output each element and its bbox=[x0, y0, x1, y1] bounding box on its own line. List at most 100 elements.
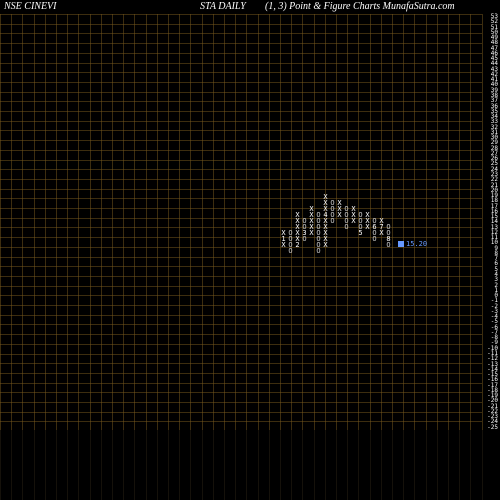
grid-line-v bbox=[146, 14, 147, 430]
grid-line-v bbox=[34, 14, 35, 430]
grid-line-v bbox=[403, 14, 404, 430]
grid-line-h bbox=[0, 295, 482, 296]
timeframe-label: STA DAILY bbox=[200, 1, 246, 12]
bottom-grid-line bbox=[246, 430, 247, 500]
bottom-grid-line bbox=[11, 430, 12, 500]
grid-line-h bbox=[0, 169, 482, 170]
grid-line-v bbox=[426, 14, 427, 430]
grid-line-h bbox=[0, 72, 482, 73]
grid-line-h bbox=[0, 198, 482, 199]
grid-line-h bbox=[0, 150, 482, 151]
grid-line-v bbox=[45, 14, 46, 430]
bottom-grid-line bbox=[157, 430, 158, 500]
grid-line-v bbox=[269, 14, 270, 430]
pnf-cell: O bbox=[385, 242, 392, 249]
pnf-cell: O bbox=[329, 218, 336, 225]
grid-line-h bbox=[0, 82, 482, 83]
grid-line-v bbox=[123, 14, 124, 430]
grid-line-h bbox=[0, 130, 482, 131]
grid-line-v bbox=[246, 14, 247, 430]
pnf-cell: X bbox=[378, 230, 385, 237]
pnf-cell: 5 bbox=[357, 230, 364, 237]
grid-line-h bbox=[0, 121, 482, 122]
symbol-label: NSE CINEVI bbox=[4, 1, 57, 13]
grid-line-h bbox=[0, 179, 482, 180]
bottom-grid-line bbox=[280, 430, 281, 500]
grid-line-v bbox=[0, 14, 1, 430]
grid-line-v bbox=[179, 14, 180, 430]
grid-line-v bbox=[448, 14, 449, 430]
bottom-grid-line bbox=[269, 430, 270, 500]
bottom-grid-line bbox=[258, 430, 259, 500]
bottom-grid-line bbox=[459, 430, 460, 500]
bottom-grid-line bbox=[358, 430, 359, 500]
pnf-cell: X bbox=[280, 242, 287, 249]
grid-line-v bbox=[101, 14, 102, 430]
grid-line-v bbox=[190, 14, 191, 430]
grid-line-v bbox=[157, 14, 158, 430]
grid-line-h bbox=[0, 266, 482, 267]
grid-line-v bbox=[224, 14, 225, 430]
grid-line-h bbox=[0, 227, 482, 228]
grid-line-h bbox=[0, 140, 482, 141]
grid-line-h bbox=[0, 101, 482, 102]
grid-line-v bbox=[90, 14, 91, 430]
bottom-grid-line bbox=[101, 430, 102, 500]
bottom-grid-line bbox=[370, 430, 371, 500]
bottom-grid-line bbox=[123, 430, 124, 500]
pnf-cell: O bbox=[301, 236, 308, 243]
bottom-grid-line bbox=[90, 430, 91, 500]
bottom-grid-line bbox=[325, 430, 326, 500]
grid-line-h bbox=[0, 276, 482, 277]
bottom-grid-line bbox=[78, 430, 79, 500]
price-marker-value: 15.20 bbox=[406, 240, 427, 248]
grid-line-v bbox=[235, 14, 236, 430]
bottom-grid-line bbox=[202, 430, 203, 500]
bottom-grid-line bbox=[67, 430, 68, 500]
grid-line-v bbox=[213, 14, 214, 430]
grid-line-h bbox=[0, 160, 482, 161]
pnf-cell: X bbox=[364, 224, 371, 231]
bottom-grid-area bbox=[0, 430, 482, 500]
bottom-grid-line bbox=[224, 430, 225, 500]
grid-line-h bbox=[0, 63, 482, 64]
grid-line-v bbox=[336, 14, 337, 430]
grid-line-v bbox=[56, 14, 57, 430]
grid-line-h bbox=[0, 92, 482, 93]
grid-line-v bbox=[134, 14, 135, 430]
price-marker: 15.20 bbox=[398, 240, 427, 248]
pnf-cell: O bbox=[343, 224, 350, 231]
bottom-grid-line bbox=[0, 430, 1, 500]
grid-line-v bbox=[437, 14, 438, 430]
grid-line-h bbox=[0, 53, 482, 54]
grid-line-v bbox=[280, 14, 281, 430]
bottom-grid-line bbox=[235, 430, 236, 500]
bottom-grid-line bbox=[347, 430, 348, 500]
grid-line-v bbox=[392, 14, 393, 430]
grid-line-h bbox=[0, 305, 482, 306]
grid-line-h bbox=[0, 324, 482, 325]
grid-line-v bbox=[168, 14, 169, 430]
pnf-chart-area: X1XOOOOXXXXX2OO3OXXXXXOOOOOOOXXX4XXXXXOO… bbox=[0, 14, 482, 430]
bottom-grid-line bbox=[213, 430, 214, 500]
bottom-grid-line bbox=[403, 430, 404, 500]
pnf-cell: O bbox=[371, 236, 378, 243]
grid-line-h bbox=[0, 24, 482, 25]
grid-line-h bbox=[0, 383, 482, 384]
pnf-cell: X bbox=[336, 212, 343, 219]
bottom-grid-line bbox=[392, 430, 393, 500]
grid-line-h bbox=[0, 392, 482, 393]
pnf-cell: X bbox=[322, 242, 329, 249]
bottom-grid-line bbox=[45, 430, 46, 500]
grid-line-v bbox=[291, 14, 292, 430]
grid-line-v bbox=[459, 14, 460, 430]
pnf-cell: O bbox=[287, 248, 294, 255]
bottom-grid-line bbox=[112, 430, 113, 500]
chart-header: NSE CINEVI STA DAILY (1, 3) Point & Figu… bbox=[0, 0, 500, 14]
bottom-grid-line bbox=[470, 430, 471, 500]
grid-line-v bbox=[112, 14, 113, 430]
pnf-cell: X bbox=[308, 230, 315, 237]
chart-title: (1, 3) Point & Figure Charts MunafaSutra… bbox=[265, 1, 455, 12]
grid-line-h bbox=[0, 111, 482, 112]
grid-line-h bbox=[0, 208, 482, 209]
